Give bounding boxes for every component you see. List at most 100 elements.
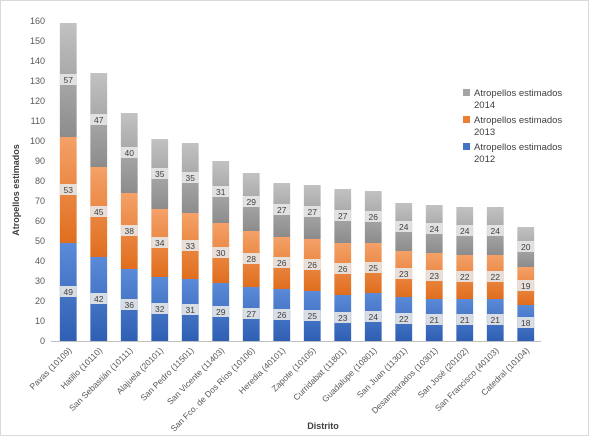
legend-swatch [463,143,470,150]
x-axis-title: Distrito [307,421,339,431]
data-label: 24 [430,224,440,234]
data-label-box [273,257,290,268]
data-label: 32 [155,304,165,314]
data-label: 53 [64,185,74,195]
data-label-box [487,314,504,325]
data-label: 26 [277,310,287,320]
legend-label: Atropellos estimados 2012 [474,142,562,165]
y-tick-label: 10 [35,316,45,326]
data-label-box [60,286,77,297]
y-axis-title: Atropellos estimados [11,144,21,236]
data-label-box [365,311,382,322]
y-tick-label: 60 [35,216,45,226]
legend-label: Atropellos estimados 2013 [474,115,562,138]
x-category-label: San Vicente (11403) [165,345,226,406]
legend: Atropellos estimados 2014 Atropellos estim… [463,88,562,165]
data-label-box [90,293,107,304]
data-label: 22 [460,272,470,282]
data-label: 45 [94,207,104,217]
data-label-box [365,211,382,222]
data-label: 28 [247,254,257,264]
data-label-box [243,253,260,264]
data-label: 18 [521,318,531,328]
data-label: 24 [399,222,409,232]
data-label-box [243,196,260,207]
legend-swatch [463,116,470,123]
data-label: 31 [216,187,226,197]
data-label-box [121,225,138,236]
data-label-box [60,184,77,195]
y-tick-label: 40 [35,256,45,266]
data-label-box [151,168,168,179]
data-label-box [395,268,412,279]
data-label: 47 [94,115,104,125]
data-label: 23 [399,269,409,279]
data-label: 40 [125,148,135,158]
y-tick-label: 20 [35,296,45,306]
data-label: 26 [308,260,318,270]
data-label-box [182,172,199,183]
data-label: 35 [155,169,165,179]
data-label: 36 [125,300,135,310]
data-label-box [487,271,504,282]
y-axis: 0 10 20 30 40 50 60 70 80 90 100 110 120 130 140 150 160 [30,16,45,346]
y-tick-label: 140 [30,56,45,66]
data-label-box [212,306,229,317]
data-label-box [517,241,534,252]
data-label-box [182,240,199,251]
data-label-box [121,299,138,310]
data-label-box [151,237,168,248]
y-tick-label: 110 [31,116,45,126]
x-category-label: Guadalupe (10801) [320,345,379,404]
x-category-label: San Pedro (11501) [138,345,196,403]
data-label: 27 [308,207,318,217]
y-tick-label: 160 [30,16,45,26]
data-label-box [151,303,168,314]
data-label-box [121,147,138,158]
data-label-box [212,247,229,258]
data-label: 42 [94,294,104,304]
data-label-box [395,313,412,324]
data-label: 24 [460,226,470,236]
data-label-box [334,312,351,323]
data-label-box [456,225,473,236]
data-label: 38 [125,226,135,236]
y-tick-label: 150 [30,36,45,46]
data-label-box [365,262,382,273]
data-label: 27 [247,309,257,319]
data-label-box [212,186,229,197]
data-label-box [182,304,199,315]
y-tick-label: 50 [35,236,45,246]
data-label: 20 [521,242,531,252]
data-label-box [304,206,321,217]
data-label-box [517,280,534,291]
data-label: 34 [155,238,165,248]
data-label-box [273,309,290,320]
data-label-box [243,308,260,319]
data-label: 29 [216,307,226,317]
data-label: 26 [369,212,379,222]
data-label: 33 [186,241,196,251]
data-label-box [334,263,351,274]
data-label: 49 [64,287,74,297]
data-label: 21 [430,315,440,325]
y-tick-label: 130 [30,76,45,86]
data-label: 24 [491,226,501,236]
legend-swatch [463,89,470,96]
legend-label: Atropellos estimados 2014 [474,88,562,111]
data-label-box [273,204,290,215]
data-label-box [334,210,351,221]
data-label: 21 [460,315,470,325]
data-label: 23 [430,271,440,281]
bars-layer: 49 53 57 42 45 47 36 38 40 32 34 35 31 33 35 29 30 31 27 28… [59,23,535,341]
data-label: 19 [521,281,531,291]
data-label: 31 [186,305,196,315]
y-tick-label: 120 [30,96,45,106]
data-label: 57 [64,75,74,85]
data-label-box [304,310,321,321]
data-label: 22 [399,314,409,324]
data-label-box [395,221,412,232]
data-label: 21 [491,315,501,325]
